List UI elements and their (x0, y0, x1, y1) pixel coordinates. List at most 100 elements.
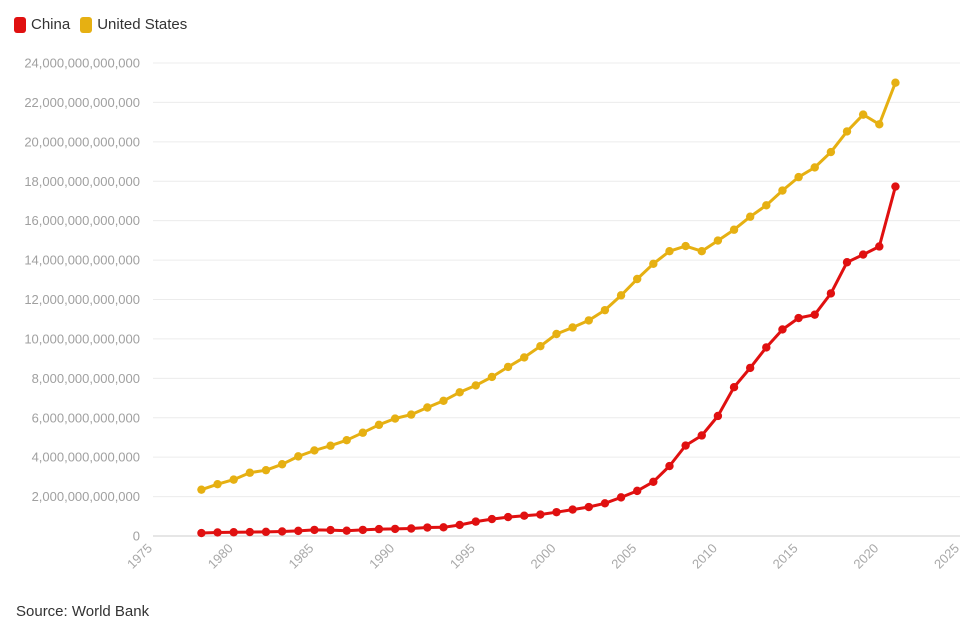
data-point-china (503, 512, 513, 522)
data-point-china (584, 502, 593, 512)
data-point-china (713, 411, 723, 421)
x-tick-label: 1995 (447, 541, 478, 572)
y-tick-label: 16,000,000,000,000 (24, 213, 140, 228)
data-point-china (342, 526, 351, 535)
data-point-china (729, 383, 739, 392)
data-point-china (374, 524, 384, 534)
y-tick-label: 0 (133, 529, 140, 544)
x-tick-label: 1990 (366, 541, 397, 572)
data-point-united-states (826, 147, 836, 157)
data-point-china (213, 528, 222, 537)
data-point-united-states (503, 362, 513, 372)
x-tick-label: 1980 (205, 541, 236, 572)
data-point-united-states (261, 465, 271, 475)
x-tick-label: 1985 (285, 541, 316, 572)
y-tick-label: 6,000,000,000,000 (32, 410, 140, 425)
data-point-china (471, 517, 480, 526)
data-point-united-states (455, 388, 464, 397)
data-point-china (310, 525, 319, 535)
x-tick-label: 2025 (931, 541, 962, 572)
data-point-united-states (358, 428, 368, 437)
data-point-china (439, 523, 448, 532)
data-point-united-states (891, 78, 900, 87)
data-point-united-states (810, 163, 819, 172)
data-point-china (826, 289, 836, 298)
data-point-china (229, 528, 238, 537)
data-point-united-states (778, 186, 787, 195)
data-point-china (358, 525, 368, 535)
data-point-china (245, 527, 255, 537)
y-tick-label: 22,000,000,000,000 (24, 95, 140, 110)
data-point-china (520, 511, 529, 520)
x-tick-label: 2000 (528, 541, 559, 572)
data-point-united-states (633, 274, 642, 284)
data-point-united-states (245, 468, 255, 477)
y-tick-label: 20,000,000,000,000 (24, 134, 140, 149)
y-tick-label: 2,000,000,000,000 (32, 489, 140, 504)
y-tick-label: 18,000,000,000,000 (24, 174, 140, 189)
data-point-united-states (858, 110, 868, 119)
data-point-china (455, 520, 464, 530)
data-point-united-states (745, 212, 755, 221)
data-point-china (552, 507, 561, 517)
data-point-china (681, 441, 690, 450)
data-point-united-states (423, 403, 432, 412)
data-point-united-states (520, 353, 529, 362)
data-point-china (842, 258, 852, 267)
data-point-united-states (762, 201, 771, 210)
data-point-china (487, 514, 497, 524)
data-point-china (294, 526, 303, 536)
data-point-united-states (310, 446, 319, 455)
data-point-china (600, 499, 610, 508)
data-point-china (423, 523, 432, 532)
y-axis-ticks: 0 2,000,000,000,000 4,000,000,000,000 6,000… (24, 56, 140, 544)
data-point-china (390, 524, 400, 534)
data-point-united-states (794, 172, 803, 182)
series-group (197, 78, 900, 538)
legend-item-china[interactable]: China (14, 16, 70, 33)
data-point-united-states (471, 381, 480, 390)
data-point-united-states (568, 323, 577, 332)
legend-label-china: China (31, 16, 71, 33)
data-point-china (407, 524, 416, 533)
data-point-united-states (326, 441, 335, 450)
data-point-china (778, 325, 787, 334)
data-point-united-states (713, 236, 723, 245)
data-point-united-states (665, 247, 674, 256)
data-point-china (745, 363, 755, 373)
y-tick-label: 10,000,000,000,000 (24, 331, 140, 346)
x-tick-label: 2020 (850, 541, 881, 572)
series-line-china (199, 185, 897, 535)
data-point-china (261, 527, 271, 537)
data-point-china (762, 343, 771, 352)
data-point-china (633, 486, 642, 496)
grid (153, 62, 960, 537)
data-point-china (536, 510, 545, 519)
line-chart: 0 2,000,000,000,000 4,000,000,000,000 6,000… (24, 56, 962, 572)
data-point-united-states (584, 316, 593, 325)
data-point-china (794, 313, 803, 323)
legend-label-united-states: United States (97, 16, 188, 33)
y-tick-label: 24,000,000,000,000 (24, 56, 140, 71)
data-point-china (277, 527, 287, 536)
data-point-united-states (681, 241, 690, 251)
y-tick-label: 14,000,000,000,000 (24, 253, 140, 268)
x-axis-ticks: 1975 1980 1985 1990 1995 2000 2005 2010 2015 2020… (124, 541, 962, 572)
data-point-united-states (213, 479, 222, 489)
y-tick-label: 8,000,000,000,000 (32, 371, 140, 386)
data-point-united-states (390, 414, 400, 423)
data-point-united-states (875, 120, 884, 129)
data-point-united-states (600, 305, 610, 315)
series-line-united-states (199, 81, 897, 492)
data-point-china (616, 493, 626, 502)
source-note: Source: World Bank (16, 603, 150, 620)
y-tick-label: 4,000,000,000,000 (32, 450, 140, 465)
data-point-china (875, 242, 884, 251)
legend-item-united-states[interactable]: United States (80, 16, 187, 33)
data-point-united-states (197, 485, 206, 494)
data-point-united-states (487, 372, 497, 382)
data-point-united-states (729, 225, 739, 234)
united-states-swatch-icon (80, 16, 93, 33)
data-point-united-states (277, 460, 287, 469)
data-point-united-states (552, 329, 561, 339)
